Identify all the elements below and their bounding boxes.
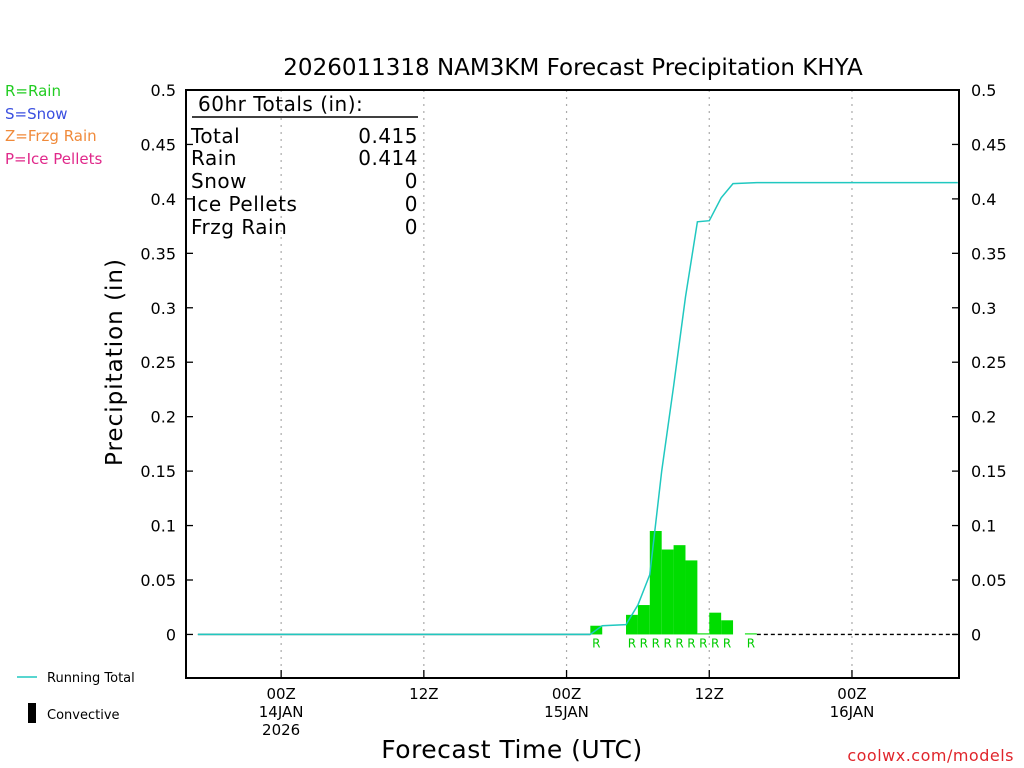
- rain-bar: [661, 549, 674, 635]
- ptype-key-ice-pellets: P=Ice Pellets: [5, 150, 102, 168]
- ptype-label: R: [663, 636, 671, 650]
- ptype-label: R: [723, 636, 731, 650]
- precip-bars: [590, 531, 757, 635]
- y-axis-label: Precipitation (in): [102, 258, 128, 466]
- totals-label-frzg-rain: Frzg Rain: [191, 215, 287, 239]
- rain-bar: [709, 612, 722, 635]
- y-tick-label-left: 0.35: [140, 244, 176, 263]
- y-tick-label-left: 0.2: [151, 408, 176, 427]
- y-axis-left: 0 0.05 0.1 0.15 0.2 0.25 0.3 0.35 0.4 0.45 0.5: [140, 81, 193, 644]
- x-tick-label: 00Z: [266, 685, 295, 703]
- totals-value-frzg-rain: 0: [405, 215, 418, 239]
- x-tick-label: 15JAN: [544, 703, 589, 721]
- y-tick-label-left: 0.1: [151, 517, 176, 536]
- rain-bar: [673, 545, 686, 635]
- y-tick-label-left: 0.05: [140, 571, 176, 590]
- y-tick-label-right: 0.5: [971, 81, 996, 100]
- totals-value-ice-pellets: 0: [405, 192, 418, 216]
- running-total-series: [197, 181, 958, 636]
- x-tick-label: 12Z: [695, 685, 724, 703]
- ptype-key: R=Rain S=Snow Z=Frzg Rain P=Ice Pellets: [5, 82, 102, 168]
- ptype-label: R: [675, 636, 683, 650]
- totals-label-rain: Rain: [191, 146, 237, 170]
- ptype-label: R: [711, 636, 719, 650]
- y-tick-label-right: 0.15: [971, 462, 1007, 481]
- rain-bar: [721, 620, 734, 635]
- totals-value-rain: 0.414: [358, 146, 418, 170]
- y-tick-label-right: 0.25: [971, 353, 1007, 372]
- ptype-label: R: [699, 636, 707, 650]
- y-tick-label-left: 0.15: [140, 462, 176, 481]
- ptype-label: R: [652, 636, 660, 650]
- ptype-label: R: [592, 636, 600, 650]
- source-credit: coolwx.com/models: [847, 746, 1014, 765]
- rain-bar: [626, 614, 638, 635]
- running-total-line: [197, 181, 958, 636]
- y-tick-label-right: 0.05: [971, 571, 1007, 590]
- ptype-key-rain: R=Rain: [5, 82, 61, 100]
- x-tick-label: 2026: [262, 721, 300, 739]
- x-tick-label: 00Z: [837, 685, 866, 703]
- ptype-label: R: [687, 636, 695, 650]
- rain-bar: [649, 531, 662, 635]
- y-tick-label-left: 0.4: [151, 190, 176, 209]
- y-tick-label-right: 0: [971, 625, 981, 644]
- totals-box: 60hr Totals (in): Total 0.415 Rain 0.414…: [190, 92, 418, 239]
- y-tick-label-right: 0.45: [971, 135, 1007, 154]
- totals-value-snow: 0: [405, 169, 418, 193]
- totals-label-ice-pellets: Ice Pellets: [191, 192, 297, 216]
- grid-lines: [197, 90, 959, 678]
- plot-frame: [185, 89, 960, 679]
- y-tick-label-left: 0.25: [140, 353, 176, 372]
- legend-convective-swatch: [28, 703, 36, 723]
- y-tick-label-right: 0.3: [971, 299, 996, 318]
- ptype-label: R: [747, 636, 755, 650]
- ptype-label: R: [640, 636, 648, 650]
- y-tick-label-right: 0.1: [971, 517, 996, 536]
- totals-label-total: Total: [190, 124, 240, 148]
- totals-heading: 60hr Totals (in):: [198, 92, 363, 116]
- ptype-key-snow: S=Snow: [5, 105, 68, 123]
- rain-bar: [744, 633, 757, 635]
- y-tick-label-right: 0.35: [971, 244, 1007, 263]
- y-tick-label-left: 0.5: [151, 81, 176, 100]
- x-tick-label: 16JAN: [830, 703, 875, 721]
- rain-bar: [685, 560, 698, 635]
- x-tick-label: 00Z: [552, 685, 581, 703]
- rain-bar: [697, 633, 710, 635]
- x-axis-label: Forecast Time (UTC): [381, 735, 642, 764]
- y-tick-label-right: 0.4: [971, 190, 996, 209]
- y-axis-right: 0 0.05 0.1 0.15 0.2 0.25 0.3 0.35 0.4 0.45 0.5: [952, 81, 1007, 644]
- legend-running-total-label: Running Total: [47, 671, 135, 686]
- y-tick-label-left: 0.3: [151, 299, 176, 318]
- legend-convective-label: Convective: [47, 708, 120, 723]
- y-tick-label-left: 0.45: [140, 135, 176, 154]
- x-tick-label: 14JAN: [259, 703, 304, 721]
- totals-value-total: 0.415: [358, 124, 418, 148]
- y-tick-label-left: 0: [166, 625, 176, 644]
- chart-legend: Running Total Convective: [17, 671, 135, 723]
- chart-title: 2026011318 NAM3KM Forecast Precipitation…: [283, 55, 863, 81]
- ptype-key-frzg-rain: Z=Frzg Rain: [5, 127, 97, 145]
- y-tick-label-right: 0.2: [971, 408, 996, 427]
- x-tick-label: 12Z: [409, 685, 438, 703]
- rain-bar: [637, 605, 650, 635]
- ptype-label: R: [628, 636, 636, 650]
- totals-label-snow: Snow: [191, 169, 247, 193]
